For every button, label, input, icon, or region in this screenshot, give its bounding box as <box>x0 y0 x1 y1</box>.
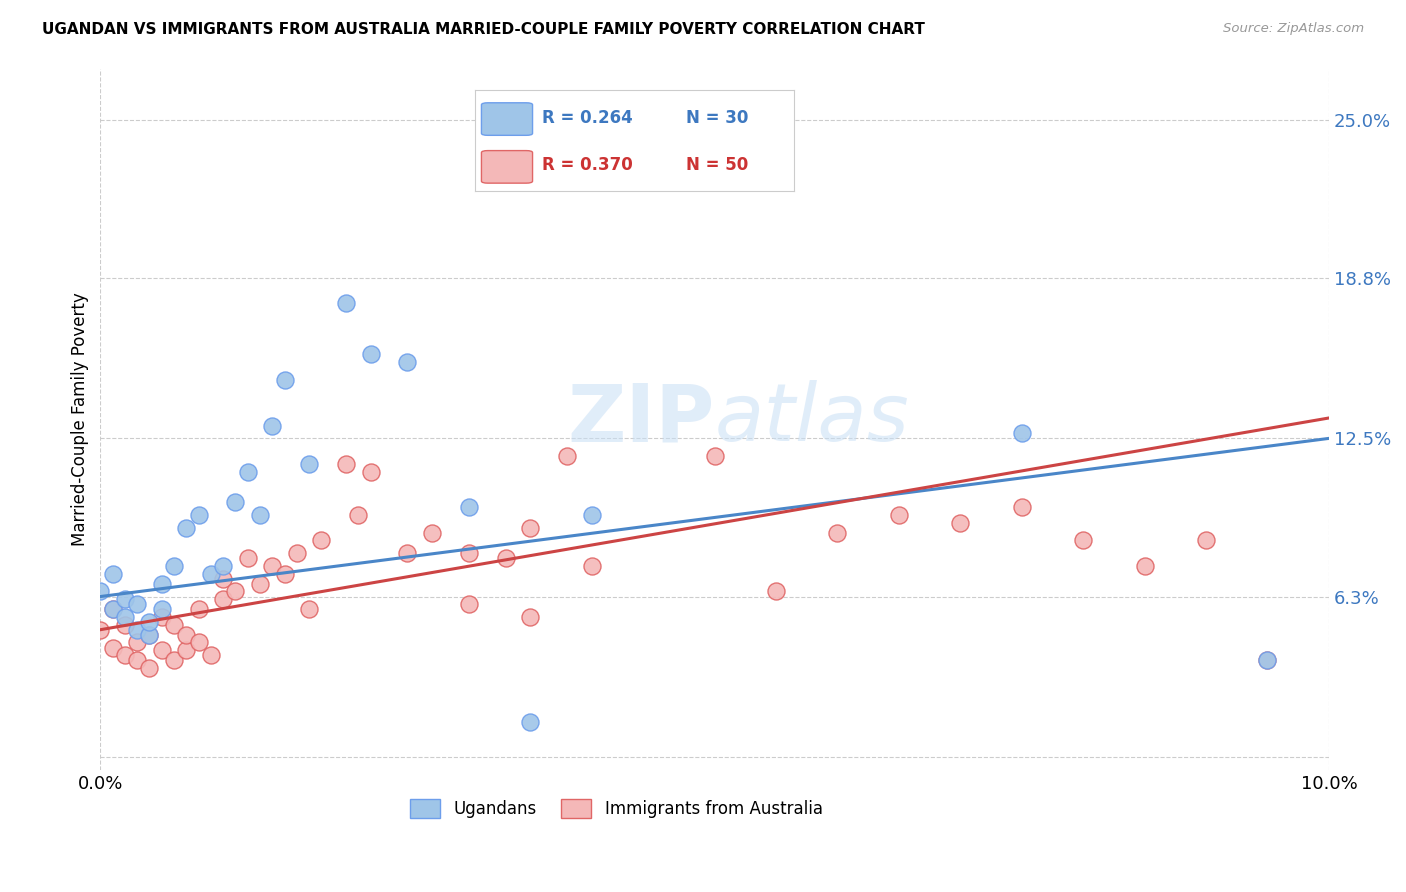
Point <box>138 615 160 629</box>
Point <box>519 610 541 624</box>
Point <box>224 495 246 509</box>
Point <box>163 653 186 667</box>
Point <box>949 516 972 530</box>
Point <box>335 296 357 310</box>
Point <box>298 602 321 616</box>
Point <box>138 661 160 675</box>
Point <box>1195 533 1218 548</box>
Point <box>150 610 173 624</box>
Point <box>360 347 382 361</box>
Point <box>150 643 173 657</box>
Point <box>249 508 271 522</box>
Y-axis label: Married-Couple Family Poverty: Married-Couple Family Poverty <box>72 293 89 546</box>
Point <box>187 508 209 522</box>
Point <box>176 643 198 657</box>
Point <box>187 602 209 616</box>
Point <box>127 653 149 667</box>
Point <box>150 576 173 591</box>
Point <box>765 584 787 599</box>
Point <box>1011 426 1033 441</box>
Point <box>298 457 321 471</box>
Legend: Ugandans, Immigrants from Australia: Ugandans, Immigrants from Australia <box>404 792 830 825</box>
Point <box>114 617 136 632</box>
Point <box>249 576 271 591</box>
Point <box>101 602 124 616</box>
Text: UGANDAN VS IMMIGRANTS FROM AUSTRALIA MARRIED-COUPLE FAMILY POVERTY CORRELATION C: UGANDAN VS IMMIGRANTS FROM AUSTRALIA MAR… <box>42 22 925 37</box>
Point <box>1071 533 1094 548</box>
Point <box>703 449 725 463</box>
Point <box>212 558 235 573</box>
Point <box>187 635 209 649</box>
Point <box>887 508 910 522</box>
Point <box>114 610 136 624</box>
Point <box>458 546 481 560</box>
Point <box>163 558 186 573</box>
Point <box>458 597 481 611</box>
Point <box>163 617 186 632</box>
Point <box>101 640 124 655</box>
Point <box>262 558 284 573</box>
Point <box>273 373 295 387</box>
Point <box>581 558 603 573</box>
Point <box>224 584 246 599</box>
Point <box>1011 500 1033 515</box>
Point <box>347 508 370 522</box>
Point <box>176 628 198 642</box>
Text: ZIP: ZIP <box>568 380 714 458</box>
Point <box>1256 653 1278 667</box>
Point <box>101 602 124 616</box>
Point <box>101 566 124 581</box>
Text: Source: ZipAtlas.com: Source: ZipAtlas.com <box>1223 22 1364 36</box>
Point <box>114 592 136 607</box>
Point <box>273 566 295 581</box>
Text: atlas: atlas <box>714 380 910 458</box>
Point <box>581 508 603 522</box>
Point <box>519 714 541 729</box>
Point <box>827 525 849 540</box>
Point <box>114 648 136 663</box>
Point <box>495 551 517 566</box>
Point <box>200 648 222 663</box>
Point <box>200 566 222 581</box>
Point <box>127 597 149 611</box>
Point <box>360 465 382 479</box>
Point <box>212 572 235 586</box>
Point <box>212 592 235 607</box>
Point <box>236 465 259 479</box>
Point <box>555 449 578 463</box>
Point <box>396 546 419 560</box>
Point <box>396 355 419 369</box>
Point <box>285 546 308 560</box>
Point <box>458 500 481 515</box>
Point <box>127 623 149 637</box>
Point <box>519 521 541 535</box>
Point <box>262 418 284 433</box>
Point <box>138 628 160 642</box>
Point <box>335 457 357 471</box>
Point <box>150 602 173 616</box>
Point <box>138 628 160 642</box>
Point <box>236 551 259 566</box>
Point <box>127 635 149 649</box>
Point <box>1133 558 1156 573</box>
Point <box>89 623 111 637</box>
Point <box>1256 653 1278 667</box>
Point <box>176 521 198 535</box>
Point <box>89 584 111 599</box>
Point <box>311 533 333 548</box>
Point <box>420 525 443 540</box>
